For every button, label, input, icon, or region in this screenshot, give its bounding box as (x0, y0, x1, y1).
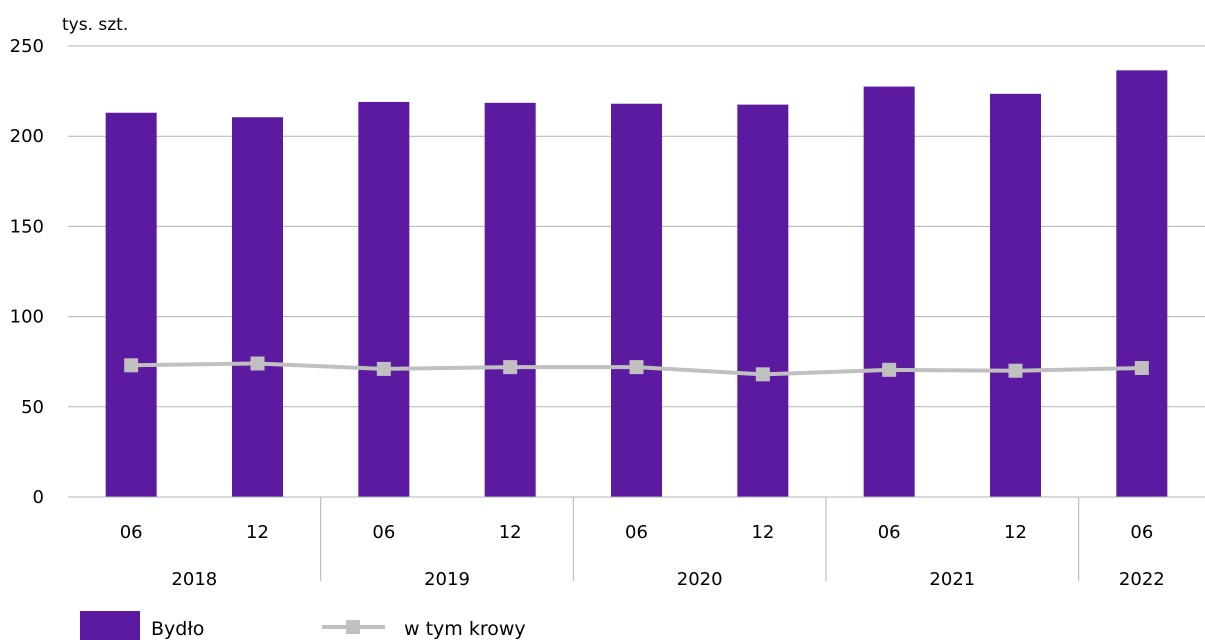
x-tick-label: 12 (246, 522, 269, 543)
line-point-marker (251, 357, 265, 371)
year-group-label: 2021 (929, 569, 975, 590)
bar (864, 87, 915, 497)
line-point-marker (630, 360, 644, 374)
bar (358, 102, 409, 497)
y-tick-label: 150 (10, 216, 44, 237)
line-point-marker (1009, 364, 1023, 378)
line-point-marker (1135, 361, 1149, 375)
line-point-marker (503, 360, 517, 374)
legend-label-line: w tym krowy (404, 618, 526, 640)
line-point-marker (124, 358, 138, 372)
year-group-label: 2018 (171, 569, 217, 590)
bar (611, 104, 662, 497)
year-group-label: 2019 (424, 569, 470, 590)
bar (990, 94, 1041, 497)
bar (232, 117, 283, 497)
y-tick-label: 100 (10, 307, 44, 328)
year-group-label: 2022 (1119, 569, 1165, 590)
x-tick-label: 12 (751, 522, 774, 543)
x-tick-label: 12 (499, 522, 522, 543)
x-tick-label: 06 (1130, 522, 1153, 543)
year-group-label: 2020 (677, 569, 723, 590)
x-tick-label: 06 (625, 522, 648, 543)
x-tick-label: 06 (372, 522, 395, 543)
x-tick-label: 12 (1004, 522, 1027, 543)
legend-swatch-marker (346, 620, 360, 634)
bar (106, 113, 157, 497)
legend-label-bar: Bydło (151, 618, 204, 640)
y-tick-label: 0 (33, 487, 44, 508)
y-tick-label: 250 (10, 36, 44, 57)
legend-swatch-bar (80, 611, 140, 640)
line-point-marker (377, 362, 391, 376)
legend: Bydło w tym krowy (80, 611, 526, 640)
bar (737, 105, 788, 497)
x-tick-label: 06 (120, 522, 143, 543)
bar (485, 103, 536, 497)
line-point-marker (756, 367, 770, 381)
y-tick-label: 50 (21, 397, 44, 418)
x-tick-label: 06 (878, 522, 901, 543)
bars (106, 70, 1168, 497)
y-unit-label: tys. szt. (62, 15, 128, 35)
line-point-marker (882, 363, 896, 377)
bar (1116, 70, 1167, 497)
y-tick-label: 200 (10, 126, 44, 147)
